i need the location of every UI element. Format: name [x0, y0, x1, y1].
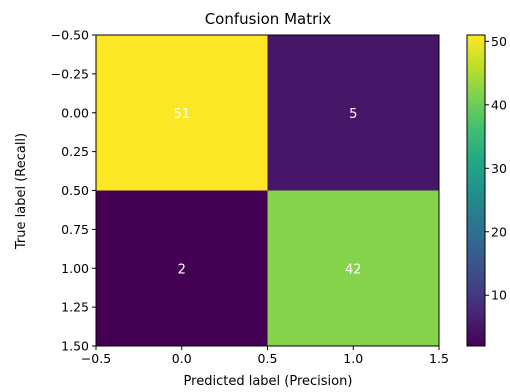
y-tick-label: 1.50 — [61, 339, 89, 354]
colorbar-ticks: 10 20 30 40 50 — [485, 34, 507, 303]
cell-value-label-1-0: 2 — [178, 262, 186, 277]
y-tick-label: −0.50 — [51, 28, 89, 43]
cell-value-label-0-1: 5 — [349, 107, 357, 122]
x-tick-label: 0.0 — [172, 351, 192, 366]
colorbar-tick-label: 10 — [491, 288, 507, 303]
y-tick-label: 0.50 — [61, 183, 89, 198]
colorbar-tick-label: 40 — [491, 97, 507, 112]
colorbar-tick-label: 30 — [491, 161, 507, 176]
x-tick-label: 1.5 — [429, 351, 449, 366]
x-axis-title: Predicted label (Precision) — [184, 374, 353, 389]
heatmap-cell-1-1 — [267, 190, 439, 346]
x-tick-label: 0.5 — [258, 351, 278, 366]
chart-title: Confusion Matrix — [205, 10, 332, 28]
y-tick-label: −0.25 — [51, 66, 89, 81]
heatmap-cell-0-1 — [267, 35, 439, 191]
x-axis-ticks: −0.5 0.0 0.5 1.0 1.5 — [81, 346, 449, 366]
y-tick-label: 1.25 — [61, 300, 89, 315]
heatmap-cell-0-0 — [96, 35, 268, 191]
x-tick-label: −0.5 — [81, 351, 111, 366]
colorbar-gradient — [466, 34, 486, 347]
y-axis-ticks: −0.50 −0.25 0.00 0.25 0.50 0.75 1.00 1.25 1.50 — [51, 28, 96, 354]
colorbar-tick-label: 20 — [491, 224, 507, 239]
cell-value-label-1-1: 42 — [345, 262, 362, 277]
x-tick-label: 1.0 — [343, 351, 363, 366]
y-axis-title: True label (Recall) — [14, 133, 29, 250]
colorbar-tick-label: 50 — [491, 34, 507, 49]
heatmap-cell-1-0 — [96, 190, 268, 346]
y-tick-label: 0.75 — [61, 222, 89, 237]
heatmap-cell-labels: 51 5 2 42 — [173, 107, 361, 278]
colorbar: 10 20 30 40 50 — [466, 34, 507, 347]
cell-value-label-0-0: 51 — [173, 107, 190, 122]
y-tick-label: 0.25 — [61, 144, 89, 159]
y-tick-label: 1.00 — [61, 261, 89, 276]
y-tick-label: 0.00 — [61, 105, 89, 120]
heatmap-cells — [96, 35, 439, 346]
